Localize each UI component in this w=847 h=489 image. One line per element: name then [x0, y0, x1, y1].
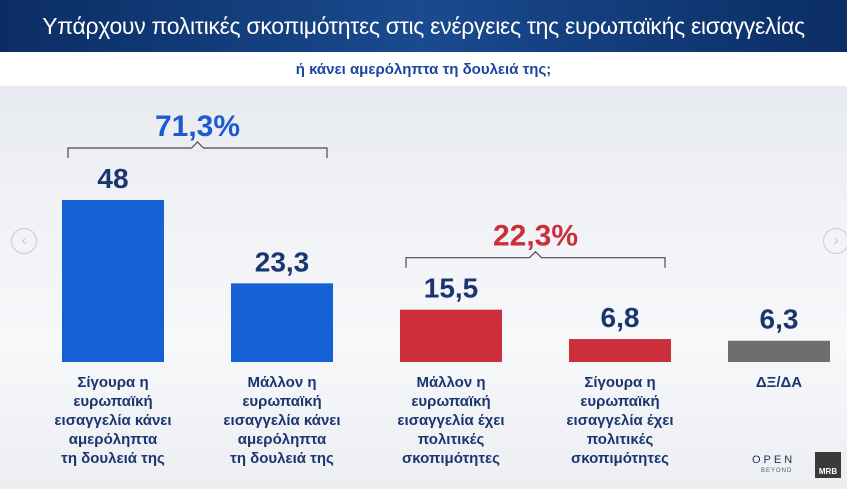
category-label-3-line-5: σκοπιμότητες: [402, 450, 500, 467]
category-label-3-line-1: Μάλλον η: [416, 374, 485, 391]
open-beyond-logo: BEYOND: [761, 468, 793, 474]
value-label-5: 6,3: [760, 304, 799, 335]
group-total-label-2: 22,3%: [493, 220, 578, 253]
category-label-1-line-3: εισαγγελία κάνει: [54, 412, 171, 429]
value-label-3: 15,5: [424, 273, 479, 304]
category-label-2-line-5: τη δουλειά της: [230, 450, 334, 467]
bar-1: [62, 200, 164, 362]
category-label-2-line-3: εισαγγελία κάνει: [223, 412, 340, 429]
bar-5: [728, 340, 830, 362]
group-bracket-1: [67, 141, 328, 158]
bar-3: [400, 309, 502, 362]
category-label-4-line-3: εισαγγελία έχει: [566, 412, 673, 429]
chart-title: Υπάρχουν πολιτικές σκοπιμότητες στις ενέ…: [42, 12, 805, 39]
chart-subtitle: ή κάνει αμερόληπτα τη δουλειά της;: [295, 60, 552, 78]
category-label-1-line-1: Σίγουρα η: [77, 374, 148, 391]
mrb-logo: MRB: [815, 452, 841, 478]
subtitle-bar: ή κάνει αμερόληπτα τη δουλειά της;: [0, 52, 847, 86]
category-label-4-line-1: Σίγουρα η: [584, 374, 655, 391]
category-label-1-line-2: ευρωπαϊκή: [73, 393, 152, 410]
header-bar: Υπάρχουν πολιτικές σκοπιμότητες στις ενέ…: [0, 0, 847, 52]
value-label-1: 48: [97, 163, 128, 194]
category-label-3-line-2: ευρωπαϊκή: [411, 393, 490, 410]
category-label-1-line-5: τη δουλειά της: [61, 450, 165, 467]
bar-2: [231, 283, 333, 362]
category-label-4-line-2: ευρωπαϊκή: [580, 393, 659, 410]
category-label-3-line-4: πολιτικές: [418, 431, 485, 448]
chevron-right-icon[interactable]: ›: [823, 228, 847, 254]
category-label-3-line-3: εισαγγελία έχει: [397, 412, 504, 429]
value-label-4: 6,8: [601, 302, 640, 333]
bar-4: [569, 339, 671, 362]
category-label-1-line-4: αμερόληπτα: [69, 431, 158, 448]
open-logo: OPEN: [752, 454, 796, 466]
category-label-2-line-4: αμερόληπτα: [238, 431, 327, 448]
category-label-4-line-4: πολιτικές: [587, 431, 654, 448]
value-label-2: 23,3: [255, 246, 310, 277]
category-label-2-line-1: Μάλλον η: [247, 374, 316, 391]
group-total-label-1: 71,3%: [155, 110, 240, 143]
category-label-5-line-1: ΔΞ/ΔΑ: [756, 374, 802, 391]
category-label-4-line-5: σκοπιμότητες: [571, 450, 669, 467]
chevron-left-icon[interactable]: ‹: [11, 228, 37, 254]
category-label-2-line-2: ευρωπαϊκή: [242, 393, 321, 410]
group-bracket-2: [405, 250, 666, 268]
